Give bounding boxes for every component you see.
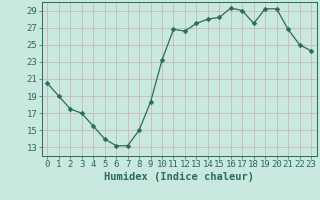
- X-axis label: Humidex (Indice chaleur): Humidex (Indice chaleur): [104, 172, 254, 182]
